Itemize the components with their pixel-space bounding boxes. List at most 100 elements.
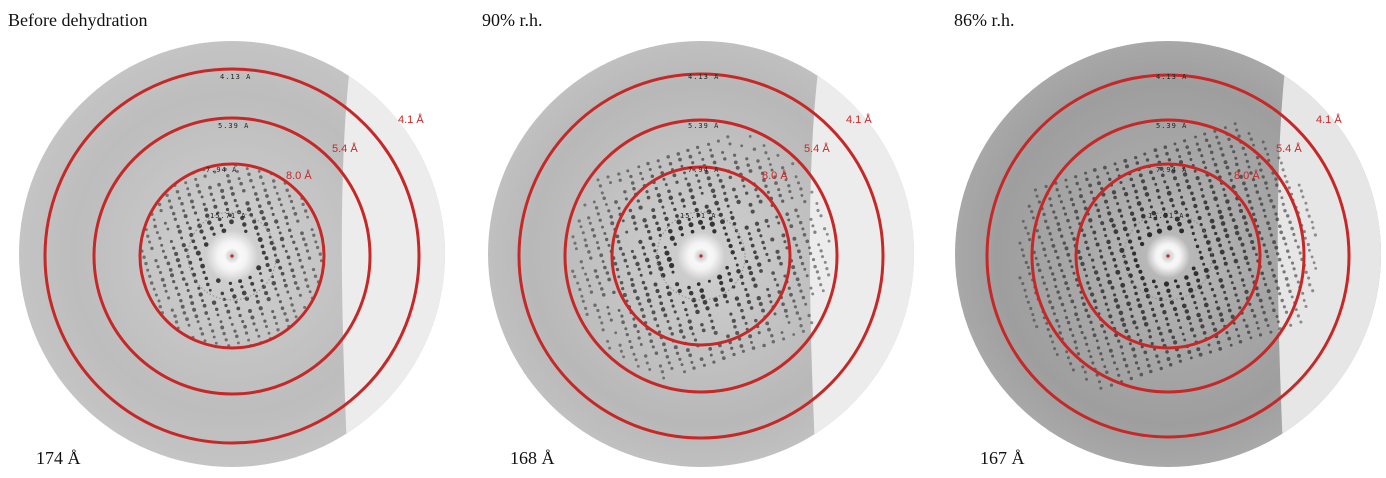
diffraction-spot [1110,321,1114,324]
diffraction-spot [601,225,604,229]
diffraction-spot [605,237,609,242]
diffraction-spot [1304,270,1308,274]
diffraction-spot [166,227,170,231]
diffraction-spot [195,183,200,188]
diffraction-spot [598,281,602,285]
diffraction-spot [1150,307,1155,312]
diffraction-spot [1174,312,1179,317]
diffraction-spot [735,263,739,267]
diffraction-spot [220,291,225,296]
diffraction-spot [733,160,738,165]
diffraction-spot [798,220,803,225]
diffraction-spot [776,283,780,287]
diffraction-spot [627,271,631,276]
diffraction-spot [287,228,292,232]
diffraction-spot [1103,365,1107,369]
diffraction-spot [1224,233,1230,239]
diffraction-spot [640,307,644,312]
diffraction-spot [733,256,737,260]
diffraction-spot [177,292,181,297]
diffraction-spot [1287,186,1291,190]
diffraction-spot [1250,206,1254,210]
diffraction-spot [1278,292,1282,296]
diffraction-spot [1264,283,1268,287]
detector-shadow [341,41,445,467]
diffraction-spot [641,246,645,250]
diffraction-spot [1166,322,1170,327]
diffraction-spot [787,218,791,222]
diffraction-spot [764,218,769,223]
diffraction-spot [596,178,600,182]
diffraction-spot [239,181,243,186]
diffraction-spot [188,226,192,231]
diffraction-spot [196,218,200,222]
diffraction-spot [622,293,627,298]
diffraction-spot [1140,179,1146,184]
diffraction-spot [1100,324,1104,328]
diffraction-spot [1155,188,1160,193]
diffraction-spot [1180,195,1184,199]
diffraction-spot [632,255,637,260]
diffraction-spot [584,272,588,276]
diffraction-spot [1098,283,1102,287]
diffraction-spot [1050,238,1054,242]
diffraction-spot [1120,214,1124,218]
diffraction-spot [1119,247,1125,253]
diffraction-spot [1147,363,1151,368]
detector-shadow [809,41,914,467]
diffraction-spot [1227,137,1231,142]
diffraction-spot [173,217,177,221]
ring-label-8-0: 8.0 Å [1234,169,1260,182]
diffraction-spot [198,292,203,297]
diffraction-spot [1218,347,1223,351]
diffraction-spot [750,243,755,248]
diffraction-spot [1279,230,1284,235]
diffraction-spot [718,178,723,183]
diffraction-spot [1055,353,1059,356]
diffraction-spot [745,157,749,161]
diffraction-spot [1137,236,1142,241]
diffraction-spot [1227,240,1231,244]
diffraction-spot [180,202,184,206]
diffraction-spot [1171,204,1175,208]
diffraction-spot [261,216,266,221]
diffraction-spot [1215,169,1220,174]
diffraction-spot [212,198,216,202]
diffraction-spot [1143,350,1148,355]
diffraction-spot [746,299,752,305]
diffraction-spot [1186,282,1191,287]
diffraction-spot [777,221,781,225]
diffraction-spot [1185,179,1189,183]
diffraction-spot [1203,267,1209,273]
diffraction-spot [1131,347,1136,352]
diffraction-spot [1117,339,1121,343]
diffraction-spot [247,172,251,177]
diffraction-spot [598,184,603,188]
diffraction-spot [682,204,686,208]
diffraction-spot [1189,158,1193,161]
diffraction-spot [1149,205,1153,209]
diffraction-spot [259,175,263,179]
diffraction-spot [1173,142,1177,146]
diffraction-spot [1112,257,1117,262]
diffraction-spot [207,220,212,225]
diffraction-spot [678,157,682,162]
diffraction-spot [1031,313,1035,317]
diffraction-spot [645,292,650,297]
diffraction-spot [181,277,186,281]
diffraction-spot [301,202,305,207]
diffraction-spot [1243,255,1249,261]
diffraction-spot [813,230,817,234]
diffraction-spot [1110,285,1115,290]
diffraction-spot [680,198,685,203]
diffraction-spot [236,306,241,311]
diffraction-spot [1078,187,1082,191]
diffraction-spot [1091,327,1095,331]
diffraction-spot [600,287,604,291]
diffraction-spot [1160,173,1165,178]
diffraction-spot [251,185,255,189]
diffraction-spot [685,348,690,353]
diffraction-spot [303,305,307,309]
diffraction-spot [754,188,758,192]
diffraction-spot [1197,147,1202,152]
